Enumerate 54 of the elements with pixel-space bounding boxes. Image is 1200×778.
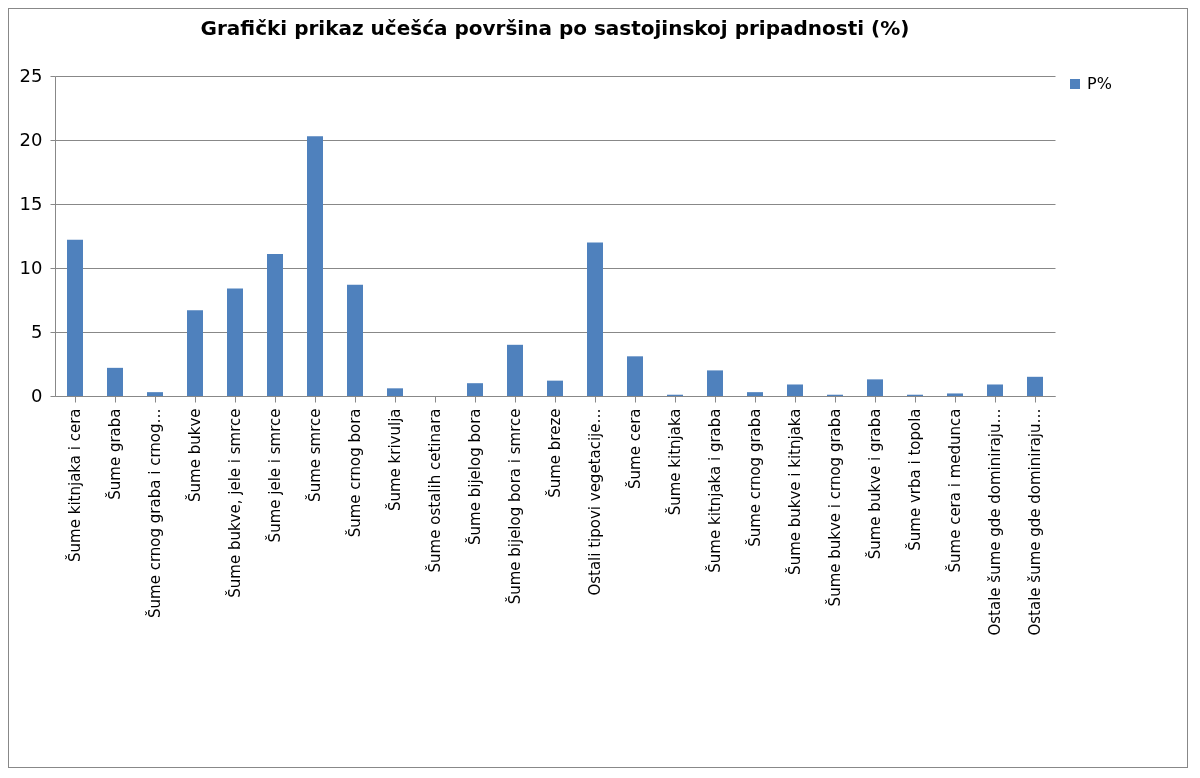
- x-tick-label: Šume krivulja: [385, 408, 404, 512]
- x-tick-label: Šume cera: [625, 408, 644, 489]
- x-tick-label: Šume vrba i topola: [905, 408, 924, 551]
- x-tick-label: Šume bukve: [185, 408, 204, 502]
- x-tick-label: Ostale šume gde dominiraju…: [986, 408, 1004, 636]
- bar: [787, 384, 803, 396]
- bar: [947, 393, 963, 396]
- y-tick-label: 10: [19, 256, 43, 278]
- x-tick-label: Šume bukve i kitnjaka: [785, 408, 804, 575]
- x-tick-label: Šume crnog bora: [345, 408, 364, 538]
- bar: [587, 242, 603, 396]
- x-tick-label: Šume kitnjaka: [665, 408, 684, 516]
- bar: [67, 239, 83, 396]
- y-tick-label: 0: [31, 384, 43, 406]
- x-tick-label: Ostali tipovi vegetacije…: [586, 408, 604, 596]
- bar: [387, 388, 403, 396]
- x-tick-label: Šume kitnjaka i cera: [65, 408, 84, 562]
- bar: [187, 310, 203, 396]
- bar: [347, 284, 363, 396]
- bar: [147, 392, 163, 396]
- x-tick-label: Šume crnog graba: [745, 408, 764, 547]
- x-tick-label: Šume graba: [105, 408, 124, 500]
- x-tick-label: Šume kitnjaka i graba: [705, 408, 724, 573]
- x-tick-label: Šume crnog graba i crnog…: [145, 408, 164, 618]
- bar: [507, 344, 523, 396]
- y-tick-label: 20: [19, 128, 43, 150]
- x-tick-label: Šume breze: [545, 408, 564, 498]
- legend-label: P%: [1087, 74, 1112, 93]
- x-tick-label: Šume bukve i crnog graba: [825, 408, 844, 607]
- bar: [627, 356, 643, 396]
- y-tick-label: 25: [19, 64, 43, 86]
- bar: [467, 383, 483, 396]
- chart-title: Grafički prikaz učešća površina po sastojinskoj pripadnosti (%): [200, 16, 910, 40]
- bar: [307, 136, 323, 396]
- x-tick-label: Šume ostalih cetinara: [425, 408, 444, 573]
- bar: [987, 384, 1003, 396]
- y-tick-label: 15: [19, 192, 43, 214]
- x-tick-label: Šume jele i smrce: [265, 408, 284, 543]
- bar: [547, 380, 563, 396]
- bar: [227, 288, 243, 396]
- x-tick-label: Šume bukve, jele i smrce: [225, 408, 244, 598]
- bar: [747, 392, 763, 396]
- bar: [867, 379, 883, 396]
- x-tick-label: Ostale šume gde dominiraju…: [1026, 408, 1044, 636]
- x-tick-label: Šume bijelog bora i smrce: [505, 408, 524, 605]
- bar: [707, 370, 723, 396]
- bar: [107, 367, 123, 396]
- bar: [1027, 376, 1043, 396]
- x-tick-label: Šume cera i medunca: [945, 408, 964, 573]
- x-tick-label: Šume smrce: [305, 408, 324, 502]
- y-tick-label: 5: [31, 320, 43, 342]
- bar: [267, 253, 283, 396]
- x-tick-label: Šume bukve i graba: [865, 408, 884, 560]
- x-tick-label: Šume bijelog bora: [465, 408, 484, 545]
